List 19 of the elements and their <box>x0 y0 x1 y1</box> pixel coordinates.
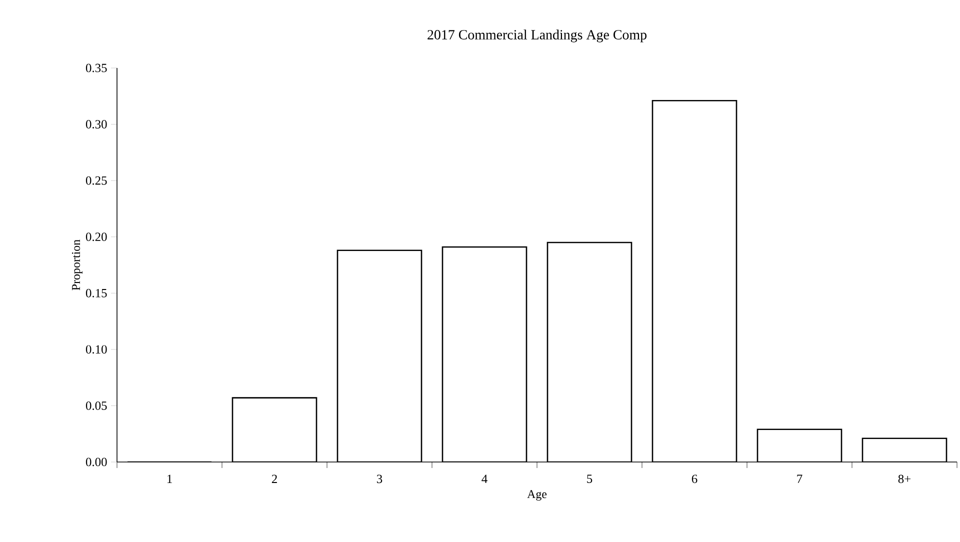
y-tick-label: 0.00 <box>86 458 107 466</box>
x-tick-label: 5 <box>587 474 592 483</box>
x-axis-title: Age <box>527 490 547 501</box>
x-tick-label: 7 <box>797 474 802 483</box>
y-tick-label: 0.15 <box>86 288 107 298</box>
x-tick-label: 6 <box>692 474 698 484</box>
x-tick-label: 2 <box>272 474 277 483</box>
y-tick-label: 0.10 <box>86 345 107 354</box>
y-tick-label: 0.25 <box>86 176 107 185</box>
x-tick-label: 8+ <box>898 474 911 484</box>
y-tick-label: 0.05 <box>86 401 107 410</box>
y-tick-label: 0.30 <box>86 120 107 129</box>
chart-title: 2017 Commercial Landings Age Comp <box>428 30 647 42</box>
y-tick-label: 0.20 <box>86 232 107 242</box>
x-tick-label: 4 <box>482 474 488 483</box>
x-tick-label: 1 <box>167 474 172 483</box>
x-tick-label: 3 <box>376 474 382 484</box>
y-tick-label: 0.35 <box>86 64 107 72</box>
y-axis-title: Proportion <box>72 240 82 290</box>
